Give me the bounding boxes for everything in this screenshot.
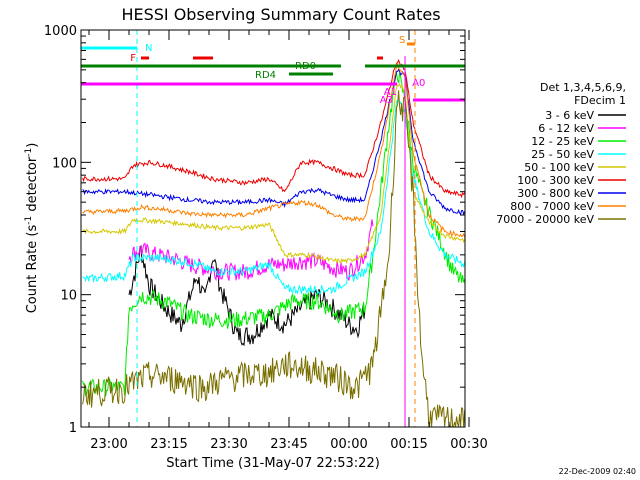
series-line-1 [128,244,366,347]
y-tick-label: 10 [60,289,77,304]
x-tick-label: 23:15 [150,437,187,452]
rd0-flag-label: RD0 [295,61,316,72]
legend-header-line-2: FDecim 1 [574,94,626,107]
x-tick-label: 00:30 [450,437,487,452]
y-tick-label: 1000 [44,24,77,39]
legend-label-4: 25 - 50 keV [531,148,594,161]
x-tick-label: 23:30 [210,437,247,452]
rd4-flag-label: RD4 [255,70,276,81]
a1-flag-label: A1 [384,87,397,98]
x-tick-label: 23:45 [270,437,307,452]
flag-bars [81,42,465,102]
legend-label-9: 7000 - 20000 keV [496,213,594,226]
legend-label-6: 100 - 300 keV [517,174,594,187]
y-tick-label: 1 [69,421,77,436]
legend-label-2: 6 - 12 keV [538,122,594,135]
night-flag-label: N [145,43,152,54]
plot-frame [80,29,466,428]
y-axis-label: Count Rate (s-1 detector-1) [24,143,40,314]
legend-header-line-1: Det 1,3,4,5,6,9, [540,81,626,94]
series-line-6 [82,59,465,199]
x-tick-label: 00:15 [390,437,427,452]
x-tick-label: 00:00 [330,437,367,452]
legend-label-5: 50 - 100 keV [524,161,594,174]
x-tick-label: 23:00 [90,437,127,452]
legend-label-1: 3 - 6 keV [545,109,594,122]
legend-label-3: 12 - 25 keV [531,135,594,148]
legend-label-7: 300 - 800 keV [517,187,594,200]
series-line-9 [82,90,465,427]
flare-flag-label: F [130,53,136,64]
timestamp-label: 22-Dec-2009 02:40 [559,467,636,476]
chart-title: HESSI Observing Summary Count Rates [121,5,440,24]
legend-label-8: 800 - 7000 keV [510,200,594,213]
a3-flag-label: A3 [380,95,393,106]
series-line-8 [82,62,465,238]
saa-flag-label: S [399,35,405,46]
x-axis: 23:00 23:15 23:30 23:45 00:00 00:15 00:30 [88,30,488,452]
x-axis-label: Start Time (31-May-07 22:53:22) [166,456,380,471]
y-axis: 1 10 100 1000 [44,24,465,436]
y-tick-label: 100 [52,156,77,171]
a0-flag-label: A0 [412,78,425,89]
